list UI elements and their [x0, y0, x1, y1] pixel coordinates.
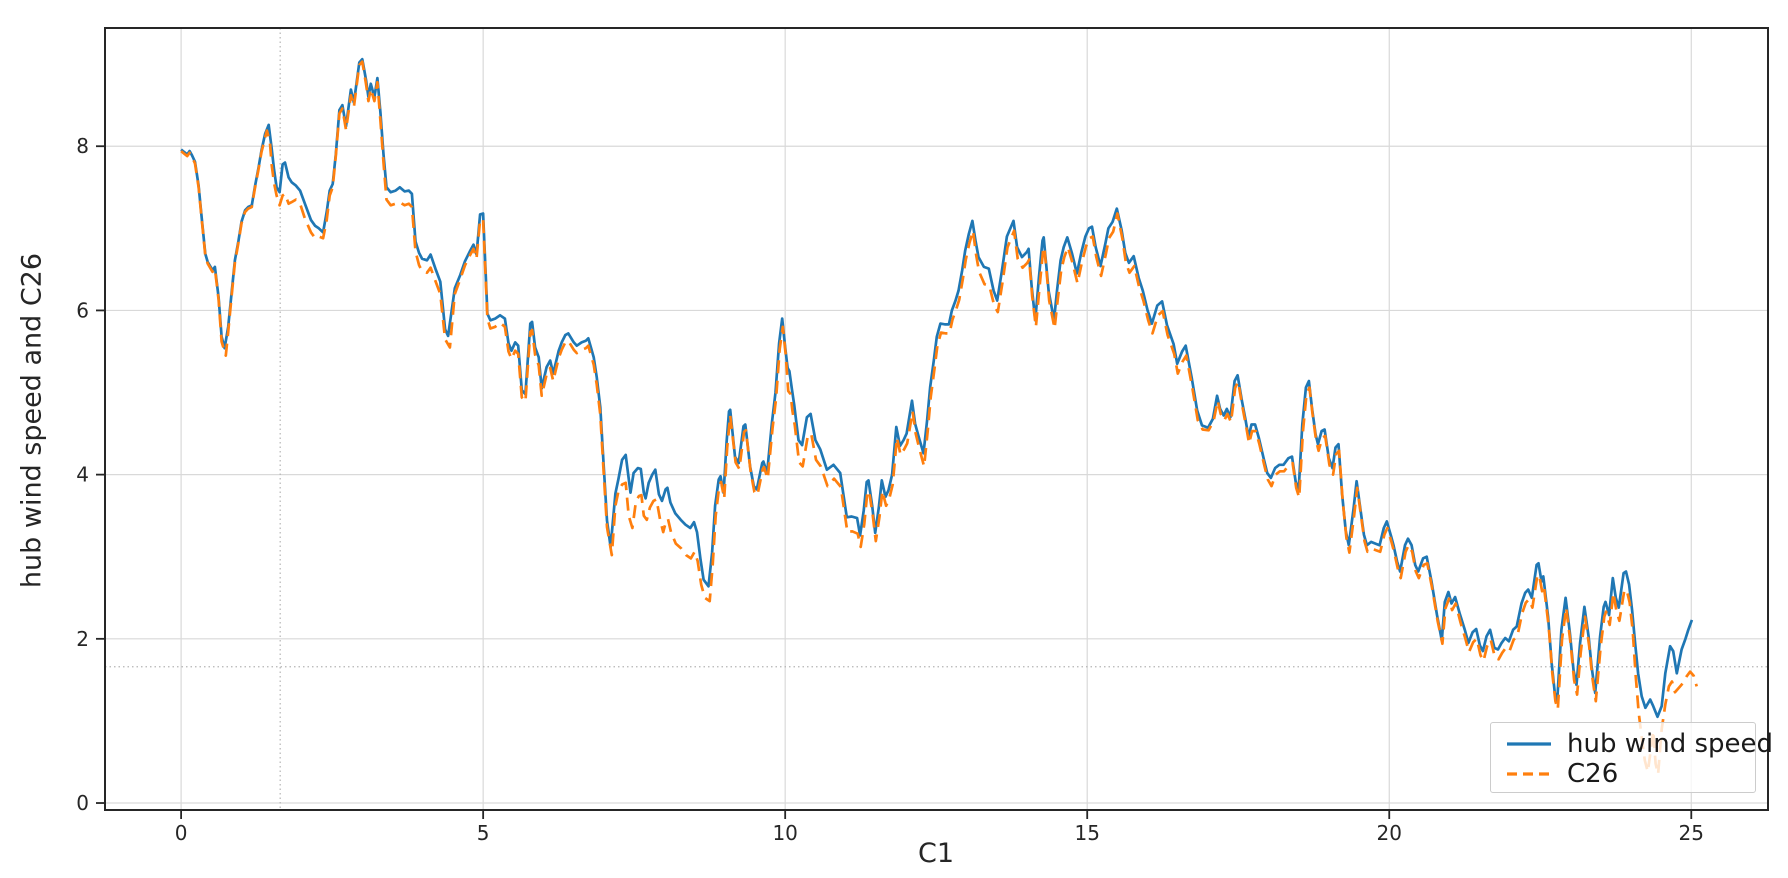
plot-border — [104, 27, 1769, 811]
legend-line-dashed-icon — [1507, 772, 1551, 776]
x-tick-label: 10 — [772, 821, 797, 845]
y-tick-label: 4 — [76, 463, 89, 487]
legend-entry-c26: C26 — [1505, 759, 1743, 789]
y-tick-label: 6 — [76, 298, 89, 322]
c26-line — [180, 60, 1698, 776]
legend-line-solid-icon — [1507, 742, 1551, 746]
x-axis-label-text: C1 — [917, 838, 955, 869]
x-tick-label: 0 — [175, 821, 188, 845]
x-tick-label: 25 — [1679, 821, 1704, 845]
y-axis-label: hub wind speed and C26 — [16, 252, 48, 589]
x-tick-label: 15 — [1074, 821, 1099, 845]
x-axis-label: C1 — [0, 838, 1788, 869]
x-tick-label: 20 — [1377, 821, 1402, 845]
y-tick-label: 8 — [76, 134, 89, 158]
hub-wind-speed-line — [180, 57, 1694, 719]
y-tick-label: 2 — [76, 627, 89, 651]
legend-entry-hub-wind-speed: hub wind speed — [1505, 729, 1773, 759]
y-tick-label: 0 — [76, 791, 89, 815]
legend-label-c26: C26 — [1567, 759, 1619, 789]
legend-label-hub-wind-speed: hub wind speed — [1567, 729, 1774, 759]
legend: hub wind speed C26 — [1490, 722, 1773, 793]
x-tick-label: 5 — [477, 821, 490, 845]
